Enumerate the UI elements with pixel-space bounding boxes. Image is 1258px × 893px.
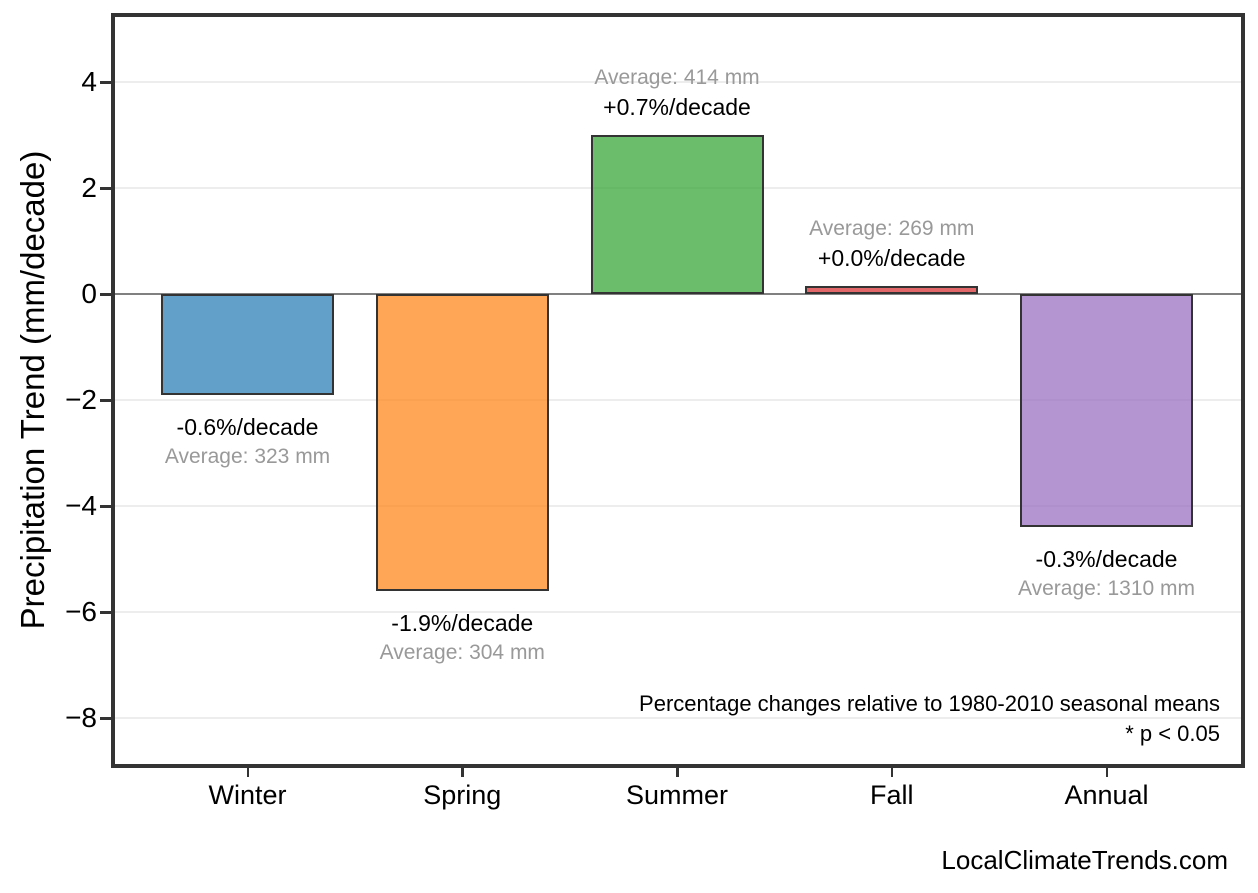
y-tick-label: 2	[81, 172, 97, 203]
y-tick-mark	[100, 399, 111, 402]
bar-annual	[1020, 294, 1193, 528]
bar-avg-label: Average: 269 mm	[809, 217, 975, 241]
significance-note: * p < 0.05	[1125, 721, 1220, 746]
x-tick-label-spring: Spring	[423, 780, 502, 810]
gridline	[111, 505, 1245, 507]
y-tick-label: 4	[81, 66, 97, 97]
bar-labels-summer: Average: 414 mm +0.7%/decade	[497, 64, 857, 123]
x-tick-mark	[1105, 768, 1108, 777]
bar-fall	[805, 286, 979, 294]
x-tick-label-summer: Summer	[625, 780, 728, 810]
bar-spring	[375, 294, 549, 591]
bar-summer	[590, 135, 764, 294]
zero-line	[111, 293, 1245, 295]
x-tick-mark	[676, 768, 679, 777]
y-tick-mark	[100, 611, 111, 614]
bar-labels-spring: -1.9%/decade Average: 304 mm	[282, 607, 642, 666]
gridline	[111, 399, 1245, 401]
bar-avg-label: Average: 323 mm	[164, 444, 331, 468]
y-tick-mark	[100, 717, 111, 720]
gridline	[111, 717, 1245, 719]
annotation-line-1: Percentage changes relative to 1980-2010…	[639, 691, 1220, 716]
bar-labels-fall: Average: 269 mm +0.0%/decade	[712, 215, 1072, 274]
y-axis-title: Precipitation Trend (mm/decade)	[14, 150, 51, 630]
bar-pct-label: +0.7%/decade	[603, 94, 751, 120]
x-tick-mark	[246, 768, 249, 777]
bar-avg-label: Average: 304 mm	[379, 640, 545, 664]
bar-pct-label: -0.6%/decade	[176, 413, 319, 440]
x-tick-label-winter: Winter	[208, 780, 287, 810]
x-tick-mark	[890, 768, 894, 777]
y-tick-label: −4	[65, 490, 97, 521]
bar-labels-winter: -0.6%/decade Average: 323 mm	[68, 411, 428, 470]
y-tick-label: 0	[81, 278, 97, 309]
gridline	[111, 611, 1245, 613]
annotation-note: Percentage changes relative to 1980-2010…	[639, 689, 1220, 749]
y-tick-label: −2	[65, 384, 97, 415]
y-tick-mark	[100, 293, 111, 296]
x-tick-label-fall: Fall	[869, 780, 914, 810]
bar-pct-label: -1.9%/decade	[391, 609, 534, 636]
y-tick-label: −6	[65, 596, 97, 627]
bar-pct-label: -0.3%/decade	[1035, 546, 1178, 573]
y-tick-mark	[100, 81, 111, 84]
bar-labels-annual: -0.3%/decade Average: 1310 mm	[927, 543, 1258, 602]
bar-pct-label: +0.0%/decade	[817, 245, 966, 272]
x-tick-label-annual: Annual	[1064, 780, 1149, 810]
plot-area: Percentage changes relative to 1980-2010…	[111, 13, 1245, 768]
bar-avg-label: Average: 1310 mm	[1017, 577, 1196, 601]
watermark: LocalClimateTrends.com	[941, 845, 1228, 875]
x-tick-mark	[461, 768, 464, 777]
bar-winter	[161, 294, 334, 395]
y-tick-mark	[100, 187, 111, 190]
y-tick-label: −8	[65, 702, 97, 733]
gridline	[111, 81, 1245, 83]
y-tick-mark	[100, 505, 111, 508]
bar-avg-label: Average: 414 mm	[594, 66, 760, 89]
